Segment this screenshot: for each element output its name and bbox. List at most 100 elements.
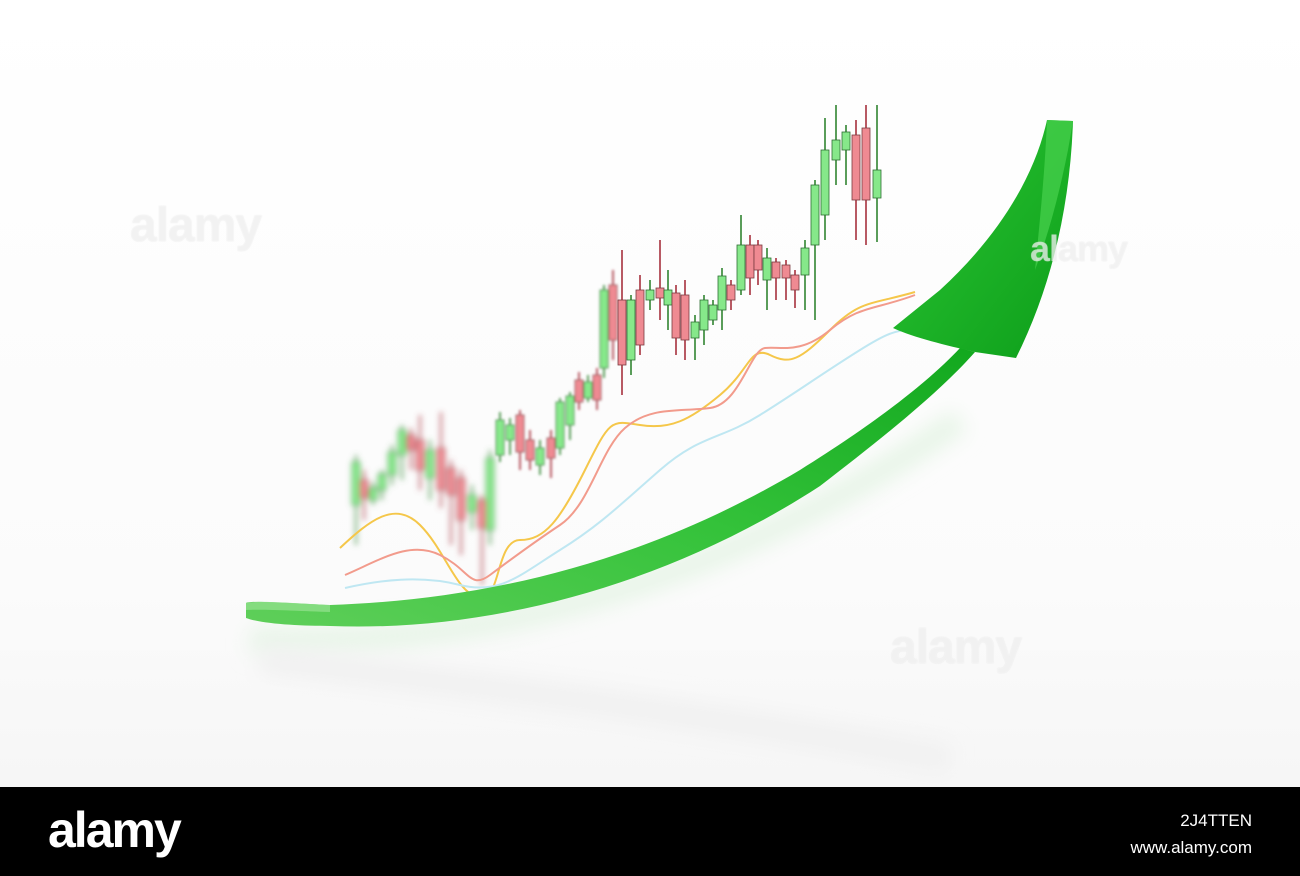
candlestick [574,372,584,410]
candle-body [583,381,593,399]
watermark: alamy [890,621,1022,674]
candle-body [745,244,755,279]
candle-body [555,401,565,449]
candle-body [359,479,369,499]
candlestick [699,295,709,345]
candlestick [446,460,456,545]
candle-body [436,447,446,491]
candle-body [736,244,746,291]
candle-body [671,292,681,339]
candlestick [680,280,690,360]
candlestick [592,368,602,410]
candlestick [820,118,830,240]
candle-body [425,449,435,479]
candle-body [851,134,861,201]
candle-body [861,127,871,201]
candlestick [546,430,556,478]
candle-body [608,284,618,341]
candlestick [415,415,425,490]
candle-body [626,299,636,361]
candlestick [467,485,477,530]
arrow-tail-highlight [246,601,330,612]
candlestick [771,258,781,300]
candlestick [762,248,772,310]
candle-body [535,447,545,466]
candle-body [708,304,718,321]
candle-body [753,244,763,271]
candle-body [717,275,727,311]
candle-body [515,414,525,453]
candle-body [525,439,535,461]
candlestick [753,240,763,285]
candlestick [781,260,791,300]
candle-body [505,424,515,441]
candlestick [736,215,746,295]
candlestick [359,470,369,520]
candle-body [635,289,645,346]
candle-body [368,487,378,501]
candlestick [425,440,435,500]
candlestick [708,300,718,325]
footer-meta: 2J4TTEN www.alamy.com [1130,807,1252,861]
candle-body [415,439,425,471]
candle-body [800,247,810,276]
candle-body [831,139,841,161]
candle-body [726,284,736,301]
candlestick [872,105,882,242]
candle-body [495,419,505,456]
candlestick [690,315,700,360]
candlestick [645,280,655,310]
candle-body [841,131,851,151]
moving-average-line [344,324,921,589]
candlestick [377,470,387,500]
candle-body [456,477,466,521]
candlestick [671,285,681,355]
candle-body [485,457,495,531]
trend-up-arrow-icon [246,120,1073,627]
candle-body [762,257,772,281]
candlestick [495,412,505,462]
image-id: 2J4TTEN [1180,811,1252,830]
watermark: alamy [1030,228,1128,269]
candlestick [599,285,609,378]
arrow-reflection [249,409,968,654]
candlestick [861,105,871,245]
candle-body [655,287,665,299]
candlestick [635,275,645,355]
site-url: www.alamy.com [1130,838,1252,857]
candlestick [583,375,593,402]
candles-far [351,412,495,585]
candle-body [663,289,673,306]
candlestick [397,425,407,480]
floor-shadow [258,645,953,775]
candle-body [645,289,655,301]
candle-body [771,261,781,279]
candlestick [726,280,736,310]
candle-body [477,499,487,529]
candlestick [505,418,515,455]
scene-svg [0,0,1300,787]
candle-body [387,451,397,476]
candle-body [820,149,830,216]
candle-body [872,169,882,199]
candle-body [680,294,690,341]
candle-body [690,321,700,339]
moving-average-lines [339,291,921,600]
candlestick [456,470,466,555]
candle-body [377,473,387,491]
candle-body [810,184,820,246]
candlestick [717,268,727,330]
candlestick [800,240,810,310]
candle-body [565,395,575,426]
candlestick [617,250,627,395]
candlestick [406,428,416,470]
moving-average-line [344,294,916,582]
candlestick [515,410,525,470]
arrow-shaft [246,348,975,627]
candlestick [565,392,575,440]
arrow-head [893,120,1073,358]
background [0,0,1300,787]
candlestick [608,270,618,360]
moving-average-line [339,291,916,600]
candle-body [546,437,556,459]
